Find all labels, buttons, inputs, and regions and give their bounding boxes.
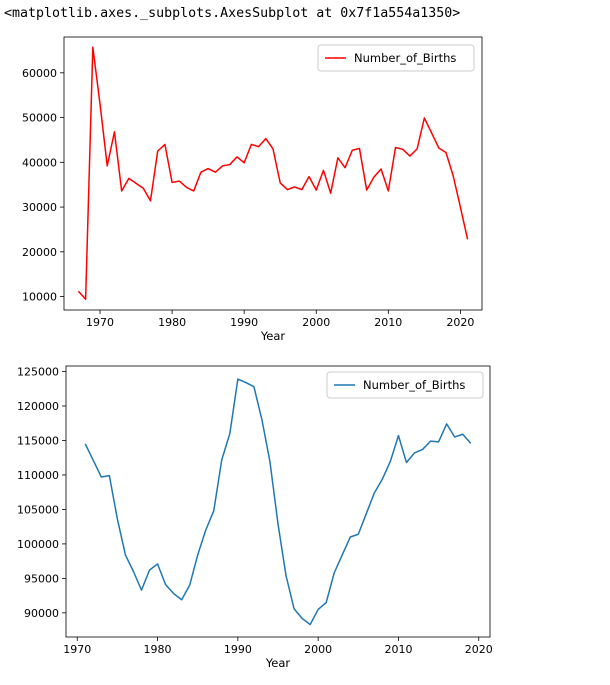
y-tick-label: 125000 — [17, 366, 59, 379]
y-tick-label: 115000 — [17, 434, 59, 447]
y-tick-label: 60000 — [22, 67, 57, 80]
legend: Number_of_Births — [317, 44, 475, 72]
legend-label: Number_of_Births — [363, 378, 465, 392]
chart-2: 1970 1980 1990 2000 2010 2020 90000 95000 100000… — [17, 366, 493, 670]
x-axis-label: Year — [265, 656, 291, 670]
y-tick-label: 30000 — [22, 201, 57, 214]
y-tick-label: 20000 — [22, 246, 57, 259]
x-tick-label: 1970 — [86, 316, 114, 329]
y-tick-label: 105000 — [17, 503, 59, 516]
legend-box — [317, 44, 475, 72]
x-tick-label: 1970 — [63, 643, 91, 656]
y-tick-label: 110000 — [17, 469, 59, 482]
y-tick-label: 120000 — [17, 400, 59, 413]
x-tick-label: 1990 — [224, 643, 252, 656]
legend-box — [326, 371, 484, 399]
x-tick-label: 2020 — [446, 316, 474, 329]
chart-1: 1970 1980 1990 2000 2010 2020 10000 20000 30000 4… — [22, 36, 483, 343]
legend: Number_of_Births — [326, 371, 484, 399]
plot-frame — [63, 36, 483, 311]
plot-frame — [65, 365, 491, 638]
x-tick-label: 1980 — [158, 316, 186, 329]
x-tick-label: 2020 — [465, 643, 493, 656]
x-tick-label: 1980 — [144, 643, 172, 656]
x-tick-label: 2010 — [384, 643, 412, 656]
x-tick-label: 1990 — [230, 316, 258, 329]
y-tick-label: 40000 — [22, 156, 57, 169]
series-line-number-of-births — [77, 46, 469, 301]
x-axis-label: Year — [260, 329, 286, 343]
series-line-number-of-births — [84, 378, 472, 626]
y-tick-label: 90000 — [24, 607, 59, 620]
y-tick-label: 50000 — [22, 112, 57, 125]
x-tick-label: 2000 — [302, 316, 330, 329]
legend-label: Number_of_Births — [354, 51, 456, 65]
y-tick-label: 100000 — [17, 538, 59, 551]
y-tick-label: 10000 — [22, 291, 57, 304]
cell-output-repr: <matplotlib.axes._subplots.AxesSubplot a… — [4, 6, 461, 21]
x-tick-label: 2000 — [304, 643, 332, 656]
x-tick-label: 2010 — [374, 316, 402, 329]
y-tick-label: 95000 — [24, 572, 59, 585]
